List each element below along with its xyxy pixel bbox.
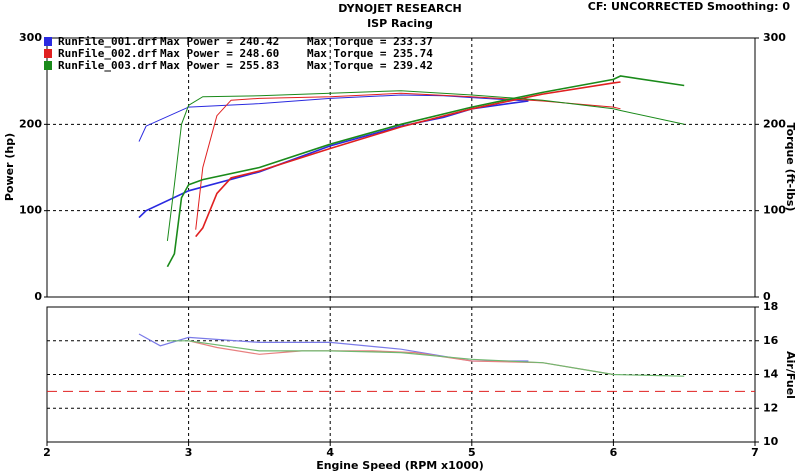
y2-axis-label: Air/Fuel <box>784 351 797 399</box>
y2-tick-label: 200 <box>763 117 786 130</box>
power-line <box>166 75 685 268</box>
y-tick-label: 200 <box>19 117 42 130</box>
legend-name: RunFile_002.drf <box>58 47 157 60</box>
x-tick-label: 5 <box>468 446 476 459</box>
x-tick-label: 4 <box>326 446 334 459</box>
y2-axis-label: Torque (ft-lbs) <box>784 123 797 212</box>
legend-swatch <box>44 61 52 70</box>
chart-title: DYNOJET RESEARCH <box>338 2 461 15</box>
legend-name: RunFile_003.drf <box>58 59 157 72</box>
y-tick-label: 300 <box>19 31 42 44</box>
air-fuel-line <box>188 340 614 376</box>
y2-tick-label: 14 <box>763 368 779 381</box>
y2-tick-label: 100 <box>763 204 786 217</box>
y2-tick-label: 10 <box>763 435 779 448</box>
y2-tick-label: 16 <box>763 334 779 347</box>
y2-tick-label: 0 <box>763 290 771 303</box>
x-tick-label: 3 <box>185 446 193 459</box>
y2-tick-label: 300 <box>763 31 786 44</box>
y-axis-label: Power (hp) <box>3 133 16 201</box>
legend-swatch <box>44 37 52 46</box>
y2-tick-label: 12 <box>763 401 778 414</box>
torque-line <box>195 92 621 230</box>
air-fuel-line <box>167 340 685 377</box>
power-line <box>138 100 529 219</box>
legend-torque: Max Torque = 235.74 <box>307 47 433 60</box>
chart-subtitle: ISP Racing <box>367 17 433 30</box>
legend-swatch <box>44 49 52 58</box>
legend-name: RunFile_001.drf <box>58 35 157 48</box>
legend-power: Max Power = 240.42 <box>160 35 279 48</box>
y2-tick-label: 18 <box>763 300 778 313</box>
x-axis-label: Engine Speed (RPM x1000) <box>316 459 484 472</box>
x-tick-label: 2 <box>43 446 51 459</box>
power-line <box>195 81 621 238</box>
settings-note: CF: UNCORRECTED Smoothing: 0 <box>588 0 791 13</box>
plot-frame <box>46 37 756 298</box>
legend-power: Max Power = 255.83 <box>160 59 279 72</box>
y-tick-label: 100 <box>19 204 42 217</box>
air-fuel-line <box>138 333 529 362</box>
legend-power: Max Power = 248.60 <box>160 47 279 60</box>
legend-torque: Max Torque = 233.37 <box>307 35 433 48</box>
x-tick-label: 7 <box>751 446 759 459</box>
y-tick-label: 0 <box>34 290 42 303</box>
x-tick-label: 6 <box>610 446 618 459</box>
torque-line <box>166 90 685 241</box>
legend-torque: Max Torque = 239.42 <box>307 59 433 72</box>
torque-line <box>138 94 529 142</box>
